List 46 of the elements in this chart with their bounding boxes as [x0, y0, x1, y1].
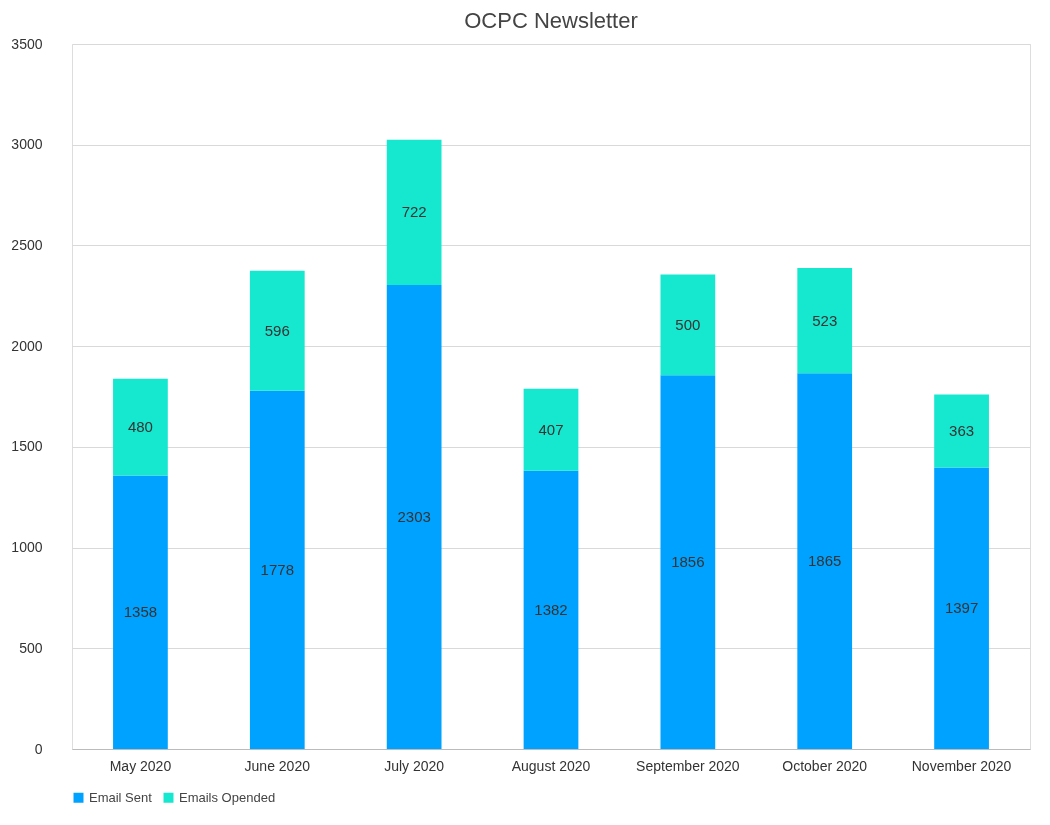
bar [523, 388, 579, 471]
bar [660, 375, 716, 749]
bar [797, 373, 853, 749]
bar [249, 390, 305, 749]
x-tick-label: June 2020 [244, 757, 311, 774]
bar [934, 467, 989, 749]
data-label: 523 [812, 311, 838, 329]
bar [523, 470, 579, 749]
data-label: 500 [675, 315, 701, 333]
bar [249, 270, 305, 391]
x-tick-label: October 2020 [782, 757, 868, 774]
bar [113, 475, 168, 749]
y-tick-label: 0 [34, 740, 43, 757]
data-label: 407 [538, 420, 564, 438]
y-tick-label: 1000 [11, 539, 43, 556]
bar [660, 274, 716, 376]
data-label: 1865 [808, 552, 842, 570]
x-tick-label: September 2020 [636, 757, 740, 774]
data-label: 363 [949, 422, 975, 440]
data-label: 1382 [534, 600, 568, 618]
y-tick-label: 2500 [11, 236, 43, 253]
data-label: 1358 [123, 603, 158, 621]
bar [386, 285, 442, 749]
legend-label: Email Sent [89, 789, 153, 805]
x-tick-label: May 2020 [109, 757, 172, 774]
y-tick-label: 500 [19, 639, 43, 656]
bar [934, 394, 989, 468]
y-tick-label: 3500 [11, 35, 43, 52]
y-tick-label: 1500 [11, 438, 43, 455]
data-label: 596 [264, 321, 290, 339]
data-label: 1397 [944, 599, 979, 617]
data-label: 2303 [397, 508, 431, 526]
data-label: 1856 [671, 553, 705, 571]
x-tick-label: August 2020 [511, 757, 591, 774]
y-tick-label: 2000 [11, 337, 43, 354]
data-label: 722 [401, 203, 427, 221]
data-label: 1778 [260, 560, 294, 578]
legend-label: Emails Opended [179, 789, 276, 805]
bar [797, 267, 853, 374]
chart-title: OCPC Newsletter [464, 8, 638, 33]
bar [386, 139, 442, 286]
x-tick-label: July 2020 [384, 757, 445, 774]
x-tick-label: November 2020 [911, 757, 1012, 774]
bar [113, 378, 168, 476]
y-tick-label: 3000 [11, 136, 43, 153]
data-label: 480 [127, 418, 153, 436]
